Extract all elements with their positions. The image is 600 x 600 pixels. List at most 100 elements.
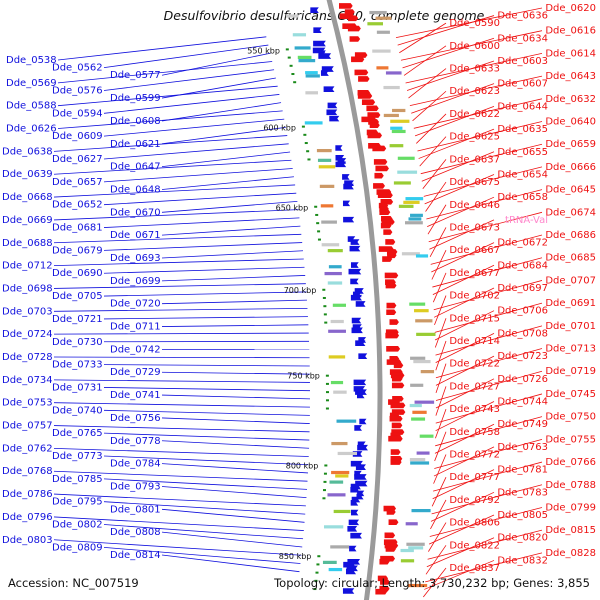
gene-label[interactable]: Dde_0799	[545, 502, 596, 513]
gene-label[interactable]: Dde_0654	[497, 169, 548, 180]
gene-label[interactable]: Dde_0741	[110, 390, 161, 401]
gene-label[interactable]: Dde_0590	[449, 18, 500, 29]
gene-label[interactable]: Dde_0622	[449, 109, 500, 120]
gene-label[interactable]: Dde_0688	[2, 238, 53, 249]
gene-label[interactable]: Dde_0620	[545, 3, 596, 14]
gene-label[interactable]: Dde_0724	[2, 329, 53, 340]
gene-label[interactable]: Dde_0705	[52, 291, 103, 302]
gene-label[interactable]: Dde_0648	[110, 184, 161, 195]
gene-label[interactable]: Dde_0803	[2, 535, 53, 546]
gene-label[interactable]: Dde_0627	[52, 154, 103, 165]
gene-label[interactable]: Dde_0614	[545, 48, 596, 59]
gene-label[interactable]: Dde_0657	[52, 177, 103, 188]
gene-label[interactable]: Dde_0636	[497, 11, 548, 22]
gene-label[interactable]: Dde_0719	[545, 366, 596, 377]
gene-label[interactable]: Dde_0805	[497, 510, 548, 521]
gene-label[interactable]: Dde_0672	[497, 238, 548, 249]
gene-label[interactable]: Dde_0708	[497, 328, 548, 339]
gene-label[interactable]: Dde_0698	[2, 283, 53, 294]
gene-label[interactable]: Dde_0645	[545, 185, 596, 196]
gene-label[interactable]: Dde_0609	[52, 131, 103, 142]
gene-label[interactable]: Dde_0749	[497, 419, 548, 430]
gene-label[interactable]: Dde_0714	[449, 336, 500, 347]
gene-label[interactable]: Dde_0690	[52, 268, 103, 279]
gene-label[interactable]: Dde_0722	[449, 359, 500, 370]
gene-label[interactable]: Dde_0777	[449, 472, 500, 483]
gene-label[interactable]: Dde_0702	[449, 291, 500, 302]
gene-label[interactable]: Dde_0785	[52, 474, 103, 485]
gene-label[interactable]: Dde_0745	[545, 389, 596, 400]
gene-label[interactable]: Dde_0765	[52, 428, 103, 439]
gene-label[interactable]: Dde_0659	[545, 139, 596, 150]
gene-label[interactable]: Dde_0734	[2, 375, 53, 386]
gene-label[interactable]: Dde_0793	[110, 481, 161, 492]
gene-label[interactable]: Dde_0801	[110, 504, 161, 515]
gene-label[interactable]: Dde_0728	[2, 352, 53, 363]
gene-label[interactable]: Dde_0681	[52, 223, 103, 234]
gene-label[interactable]: Dde_0608	[110, 116, 161, 127]
gene-label[interactable]: Dde_0666	[545, 162, 596, 173]
gene-label[interactable]: Dde_0740	[52, 405, 103, 416]
gene-label[interactable]: Dde_0766	[545, 457, 596, 468]
gene-label[interactable]: Dde_0616	[545, 26, 596, 37]
gene-label[interactable]: Dde_0594	[52, 108, 103, 119]
gene-label[interactable]: Dde_0783	[497, 487, 548, 498]
gene-label[interactable]: Dde_0743	[449, 404, 500, 415]
gene-label[interactable]: Dde_0707	[545, 275, 596, 286]
gene-label[interactable]: Dde_0730	[52, 337, 103, 348]
gene-label[interactable]: Dde_0562	[52, 63, 103, 74]
gene-label[interactable]: Dde_0781	[497, 465, 548, 476]
gene-label[interactable]: Dde_0671	[110, 230, 161, 241]
gene-label[interactable]: Dde_0691	[545, 298, 596, 309]
gene-label[interactable]: Dde_0588	[6, 101, 57, 112]
gene-label[interactable]: Dde_0647	[110, 162, 161, 173]
gene-label[interactable]: Dde_0733	[52, 360, 103, 371]
gene-label[interactable]: Dde_0684	[497, 260, 548, 271]
gene-label[interactable]: Dde_0726	[497, 374, 548, 385]
gene-label[interactable]: Dde_0720	[110, 299, 161, 310]
gene-label[interactable]: Dde_0815	[545, 525, 596, 536]
gene-label[interactable]: Dde_0721	[52, 314, 103, 325]
gene-label[interactable]: Dde_0626	[6, 124, 57, 135]
trna-label[interactable]: tRNA-Val	[505, 215, 548, 226]
gene-label[interactable]: Dde_0731	[52, 382, 103, 393]
gene-label[interactable]: Dde_0668	[2, 192, 53, 203]
gene-label[interactable]: Dde_0744	[497, 397, 548, 408]
gene-label[interactable]: Dde_0576	[52, 85, 103, 96]
gene-label[interactable]: Dde_0693	[110, 253, 161, 264]
gene-label[interactable]: Dde_0832	[497, 555, 548, 566]
gene-label[interactable]: Dde_0723	[497, 351, 548, 362]
gene-label[interactable]: Dde_0639	[2, 169, 53, 180]
gene-label[interactable]: Dde_0674	[545, 207, 596, 218]
gene-label[interactable]: Dde_0677	[449, 268, 500, 279]
gene-label[interactable]: Dde_0758	[449, 427, 500, 438]
gene-label[interactable]: Dde_0802	[52, 520, 103, 531]
gene-label[interactable]: Dde_0600	[449, 41, 500, 52]
gene-label[interactable]: Dde_0806	[449, 518, 500, 529]
gene-label[interactable]: Dde_0784	[110, 459, 161, 470]
gene-label[interactable]: Dde_0643	[545, 71, 596, 82]
gene-label[interactable]: Dde_0768	[2, 466, 53, 477]
gene-label[interactable]: Dde_0814	[110, 550, 161, 561]
gene-label[interactable]: Dde_0621	[110, 139, 161, 150]
gene-label[interactable]: Dde_0577	[110, 70, 161, 81]
gene-label[interactable]: Dde_0729	[110, 367, 161, 378]
gene-label[interactable]: Dde_0634	[497, 33, 548, 44]
gene-label[interactable]: Dde_0706	[497, 306, 548, 317]
gene-label[interactable]: Dde_0652	[52, 200, 103, 211]
gene-label[interactable]: Dde_0727	[449, 381, 500, 392]
gene-label[interactable]: Dde_0538	[6, 55, 57, 66]
gene-label[interactable]: Dde_0599	[110, 93, 161, 104]
gene-label[interactable]: Dde_0792	[449, 495, 500, 506]
gene-label[interactable]: Dde_0713	[545, 344, 596, 355]
gene-label[interactable]: Dde_0750	[545, 412, 596, 423]
gene-label[interactable]: Dde_0644	[497, 101, 548, 112]
gene-label[interactable]: Dde_0712	[2, 261, 53, 272]
gene-label[interactable]: Dde_0820	[497, 533, 548, 544]
gene-label[interactable]: Dde_0808	[110, 527, 161, 538]
gene-label[interactable]: Dde_0772	[449, 449, 500, 460]
gene-label[interactable]: Dde_0756	[110, 413, 161, 424]
gene-label[interactable]: Dde_0638	[2, 146, 53, 157]
gene-label[interactable]: Dde_0703	[2, 306, 53, 317]
